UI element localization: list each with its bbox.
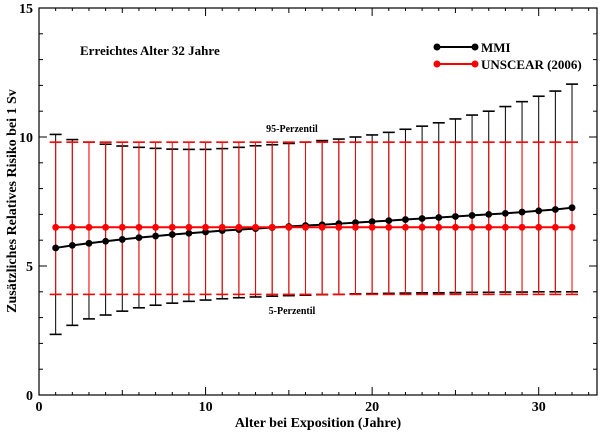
data-point-1 [501, 223, 509, 231]
data-point-0 [152, 232, 159, 240]
legend-marker-unscear [471, 60, 479, 68]
data-point-1 [368, 223, 376, 231]
data-point-0 [68, 241, 76, 249]
data-point-1 [335, 223, 343, 231]
data-point-0 [402, 216, 409, 223]
legend-marker-unscear [433, 60, 441, 68]
x-tick-label: 10 [199, 400, 213, 415]
data-point-1 [68, 223, 76, 231]
legend-label-mmi: MMI [481, 40, 511, 55]
upper-band-label: 95-Perzentil [266, 124, 318, 135]
data-point-1 [135, 223, 143, 231]
data-point-0 [135, 234, 143, 242]
y-tick-label: 10 [19, 131, 33, 146]
series-lines [55, 206, 573, 249]
x-tick-label: 20 [365, 400, 379, 415]
data-point-1 [252, 223, 259, 231]
data-point-0 [385, 217, 393, 224]
data-point-1 [102, 223, 110, 231]
data-point-1 [202, 223, 209, 231]
data-point-1 [85, 223, 93, 231]
data-point-1 [535, 223, 543, 231]
y-axis-label: Zusätzliches Relatives Risiko bei 1 Sv [5, 89, 20, 313]
y-tick-label: 0 [26, 389, 33, 404]
data-point-1 [418, 223, 426, 231]
data-point-1 [385, 223, 393, 231]
lower-band-label: 5-Perzentil [269, 306, 316, 317]
data-point-1 [435, 223, 443, 231]
data-point-1 [185, 223, 193, 231]
data-point-1 [402, 223, 409, 231]
data-point-0 [568, 204, 576, 212]
data-point-0 [551, 206, 559, 213]
axis-ticks: 0 10 20 30 0 5 10 15 [19, 2, 597, 415]
data-point-0 [52, 244, 60, 252]
y-tick-label: 15 [19, 2, 33, 17]
data-point-1 [285, 223, 293, 231]
annotation-text: Erreichtes Alter 32 Jahre [80, 43, 220, 58]
x-axis-label: Alter bei Exposition (Jahre) [235, 416, 402, 431]
legend: MMI UNSCEAR (2006) [433, 40, 582, 72]
legend-label-unscear: UNSCEAR (2006) [481, 57, 582, 72]
data-point-1 [485, 223, 493, 231]
data-point-0 [518, 208, 526, 216]
x-tick-label: 0 [36, 400, 43, 415]
data-point-0 [501, 209, 509, 217]
data-point-1 [518, 223, 526, 231]
data-point-0 [168, 231, 176, 238]
data-point-1 [152, 223, 159, 231]
data-point-1 [235, 223, 243, 231]
y-tick-label: 5 [26, 260, 33, 275]
legend-marker-mmi [471, 43, 479, 51]
data-point-0 [102, 237, 110, 245]
error-bars [49, 83, 579, 336]
data-point-1 [452, 223, 459, 231]
data-point-1 [52, 223, 60, 231]
data-point-0 [368, 218, 376, 226]
data-point-0 [535, 207, 543, 215]
data-point-1 [218, 223, 226, 231]
x-tick-label: 30 [532, 400, 546, 415]
data-point-0 [185, 229, 193, 237]
data-point-1 [551, 223, 559, 231]
data-point-1 [168, 223, 176, 231]
data-point-0 [85, 239, 93, 247]
plot-frame [38, 7, 598, 396]
data-point-1 [302, 223, 309, 231]
legend-marker-mmi [433, 43, 441, 51]
data-point-1 [568, 223, 576, 231]
data-point-1 [318, 223, 326, 231]
data-point-1 [118, 223, 126, 231]
data-point-0 [452, 213, 459, 220]
data-point-0 [418, 215, 426, 222]
data-point-0 [485, 211, 493, 218]
data-point-0 [468, 212, 476, 219]
data-point-1 [268, 223, 276, 231]
data-point-0 [118, 236, 126, 243]
series-points [52, 204, 576, 252]
data-point-0 [435, 214, 443, 221]
data-point-1 [468, 223, 476, 231]
data-point-1 [352, 223, 359, 231]
